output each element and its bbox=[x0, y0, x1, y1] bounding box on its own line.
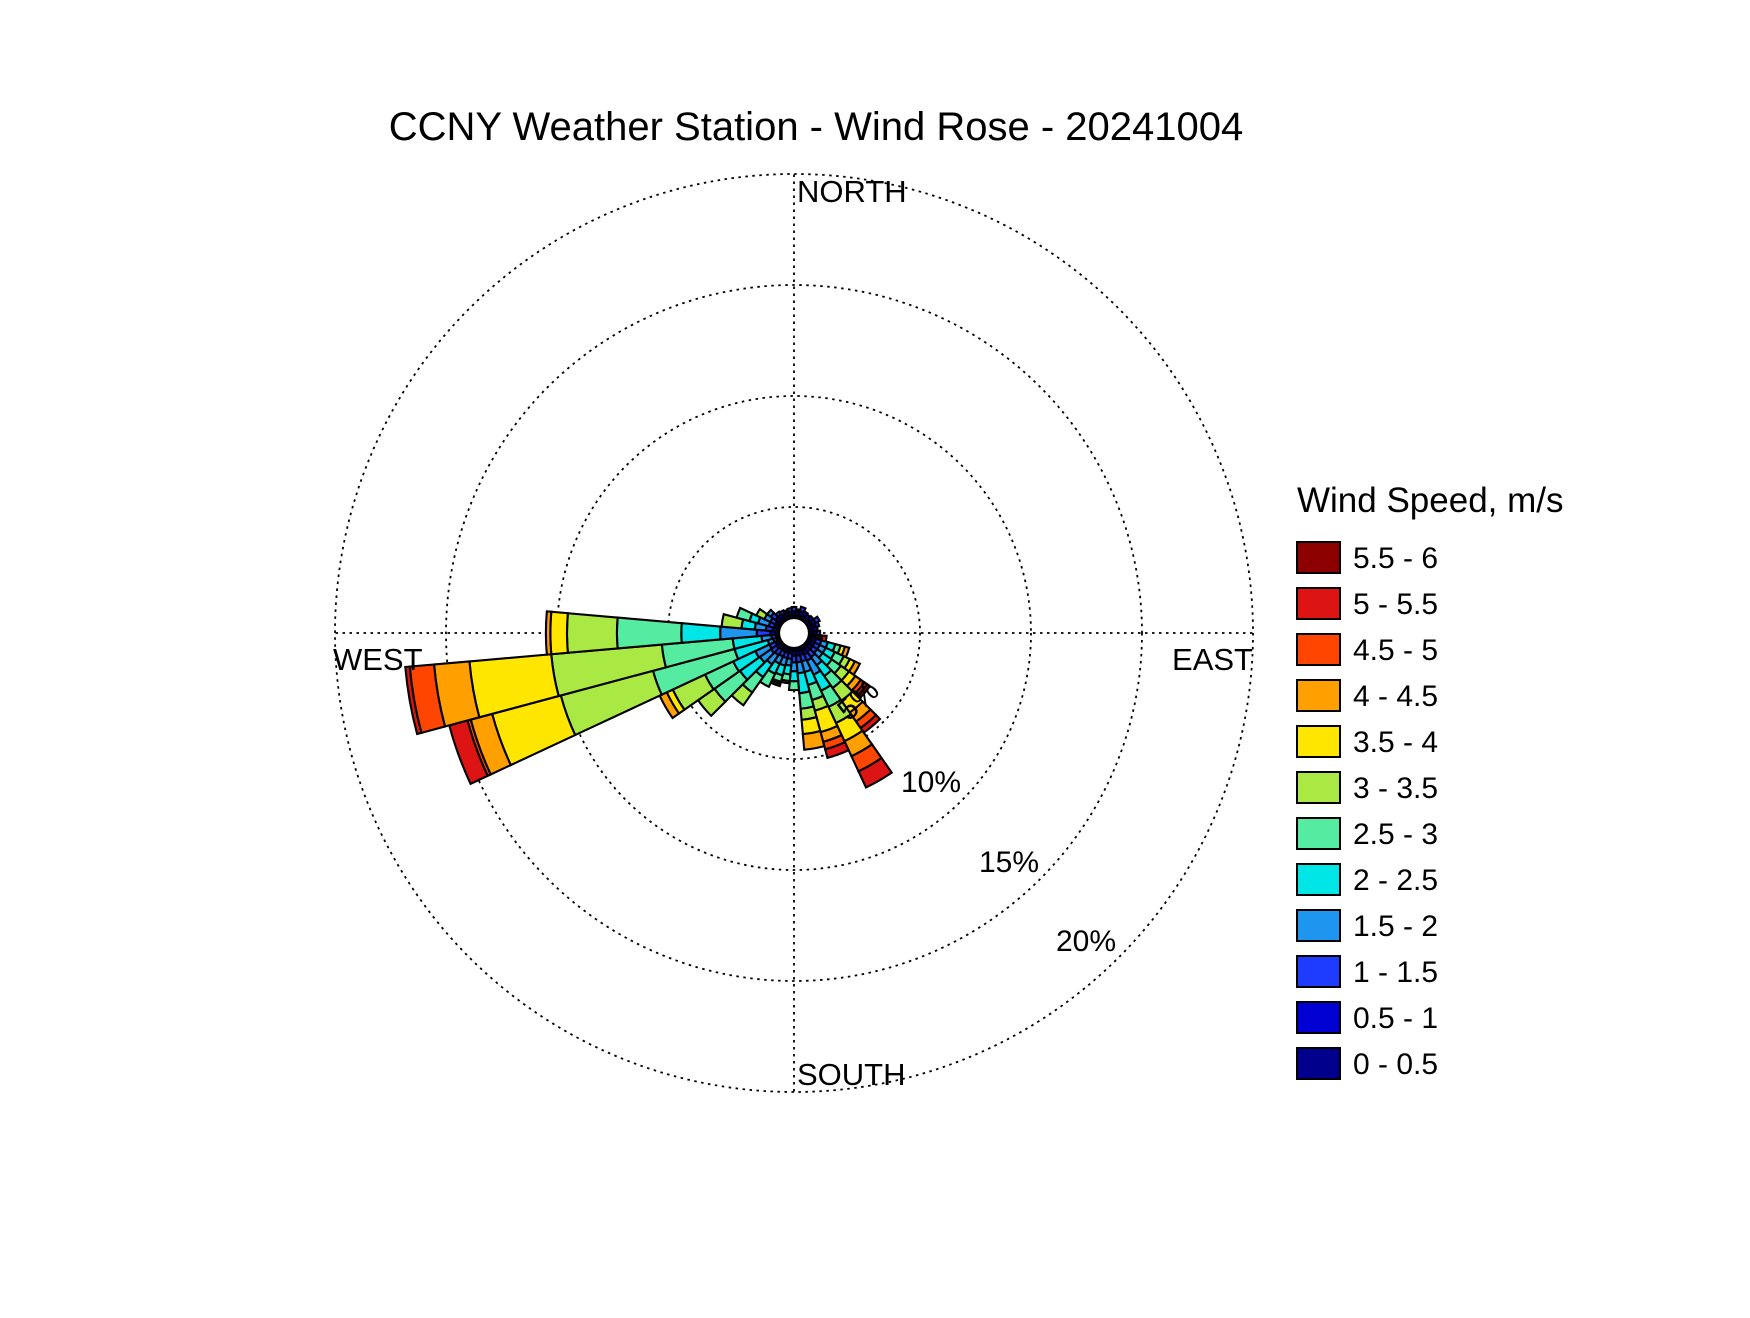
petal-segment-dir150-bin10 bbox=[857, 756, 894, 789]
ring-label-20pct: 20% bbox=[1056, 925, 1116, 958]
wind-rose-petals bbox=[404, 605, 894, 789]
petal-segment-dir270-bin6 bbox=[565, 612, 619, 654]
petal-segment-dir270-bin7 bbox=[549, 610, 569, 656]
grid-ring-15pct bbox=[445, 284, 1143, 982]
legend-label-1.5-2: 1.5 - 2 bbox=[1353, 910, 1438, 943]
legend-swatch-4.5-5 bbox=[1296, 633, 1341, 666]
legend-swatch-5.5-6 bbox=[1296, 541, 1341, 574]
petal-segment-dir270-bin5 bbox=[615, 616, 683, 650]
petal-segment-dir170-bin8 bbox=[801, 729, 826, 751]
direction-label-east: EAST bbox=[1172, 642, 1253, 677]
legend-label-0.5-1: 0.5 - 1 bbox=[1353, 1002, 1438, 1035]
legend-swatch-2.5-3 bbox=[1296, 817, 1341, 850]
legend-label-5-5.5: 5 - 5.5 bbox=[1353, 588, 1438, 621]
legend-swatch-0-0.5 bbox=[1296, 1047, 1341, 1080]
grid-ring-5pct bbox=[667, 506, 921, 760]
legend-swatch-2-2.5 bbox=[1296, 863, 1341, 896]
legend-label-3.5-4: 3.5 - 4 bbox=[1353, 726, 1438, 759]
petal-segment-dir160-bin10 bbox=[823, 740, 851, 760]
petal-segment-dir270-bin8 bbox=[544, 610, 553, 656]
petal-segment-dir310-bin3 bbox=[765, 608, 776, 619]
legend-label-5.5-6: 5.5 - 6 bbox=[1353, 542, 1438, 575]
legend-label-2-2.5: 2 - 2.5 bbox=[1353, 864, 1438, 897]
petal-segment-dir270-bin4 bbox=[680, 622, 722, 644]
chart-title: CCNY Weather Station - Wind Rose - 20241… bbox=[389, 105, 1244, 149]
grid-ring-20pct bbox=[334, 173, 1254, 1093]
legend-label-3-3.5: 3 - 3.5 bbox=[1353, 772, 1438, 805]
petal-segment-dir260-bin10 bbox=[404, 665, 423, 736]
legend-swatch-1.5-2 bbox=[1296, 909, 1341, 942]
ring-label-10pct: 10% bbox=[901, 766, 961, 799]
direction-label-north: NORTH bbox=[797, 174, 907, 209]
legend-swatch-3.5-4 bbox=[1296, 725, 1341, 758]
legend-swatch-1-1.5 bbox=[1296, 955, 1341, 988]
legend: Wind Speed, m/s 5.5 - 6 5 - 5.5 4.5 - 5 4 -… bbox=[1296, 481, 1564, 1081]
legend-label-4-4.5: 4 - 4.5 bbox=[1353, 680, 1438, 713]
direction-label-south: SOUTH bbox=[797, 1057, 906, 1092]
legend-label-1-1.5: 1 - 1.5 bbox=[1353, 956, 1438, 989]
legend-swatch-0.5-1 bbox=[1296, 1001, 1341, 1034]
legend-swatch-5-5.5 bbox=[1296, 587, 1341, 620]
legend-label-2.5-3: 2.5 - 3 bbox=[1353, 818, 1438, 851]
legend-swatch-4-4.5 bbox=[1296, 679, 1341, 712]
direction-label-west: WEST bbox=[333, 642, 423, 677]
legend-title: Wind Speed, m/s bbox=[1297, 481, 1564, 520]
legend-label-0-0.5: 0 - 0.5 bbox=[1353, 1048, 1438, 1081]
petal-segment-dir350-bin2 bbox=[786, 606, 794, 614]
legend-swatch-3-3.5 bbox=[1296, 771, 1341, 804]
petal-segment-dir290-bin5 bbox=[735, 606, 754, 623]
legend-items: 5.5 - 6 5 - 5.5 4.5 - 5 4 - 4.5 3.5 - 4 3 - 3… bbox=[1296, 541, 1438, 1081]
ring-label-15pct: 15% bbox=[979, 846, 1039, 879]
legend-label-4.5-5: 4.5 - 5 bbox=[1353, 634, 1438, 667]
